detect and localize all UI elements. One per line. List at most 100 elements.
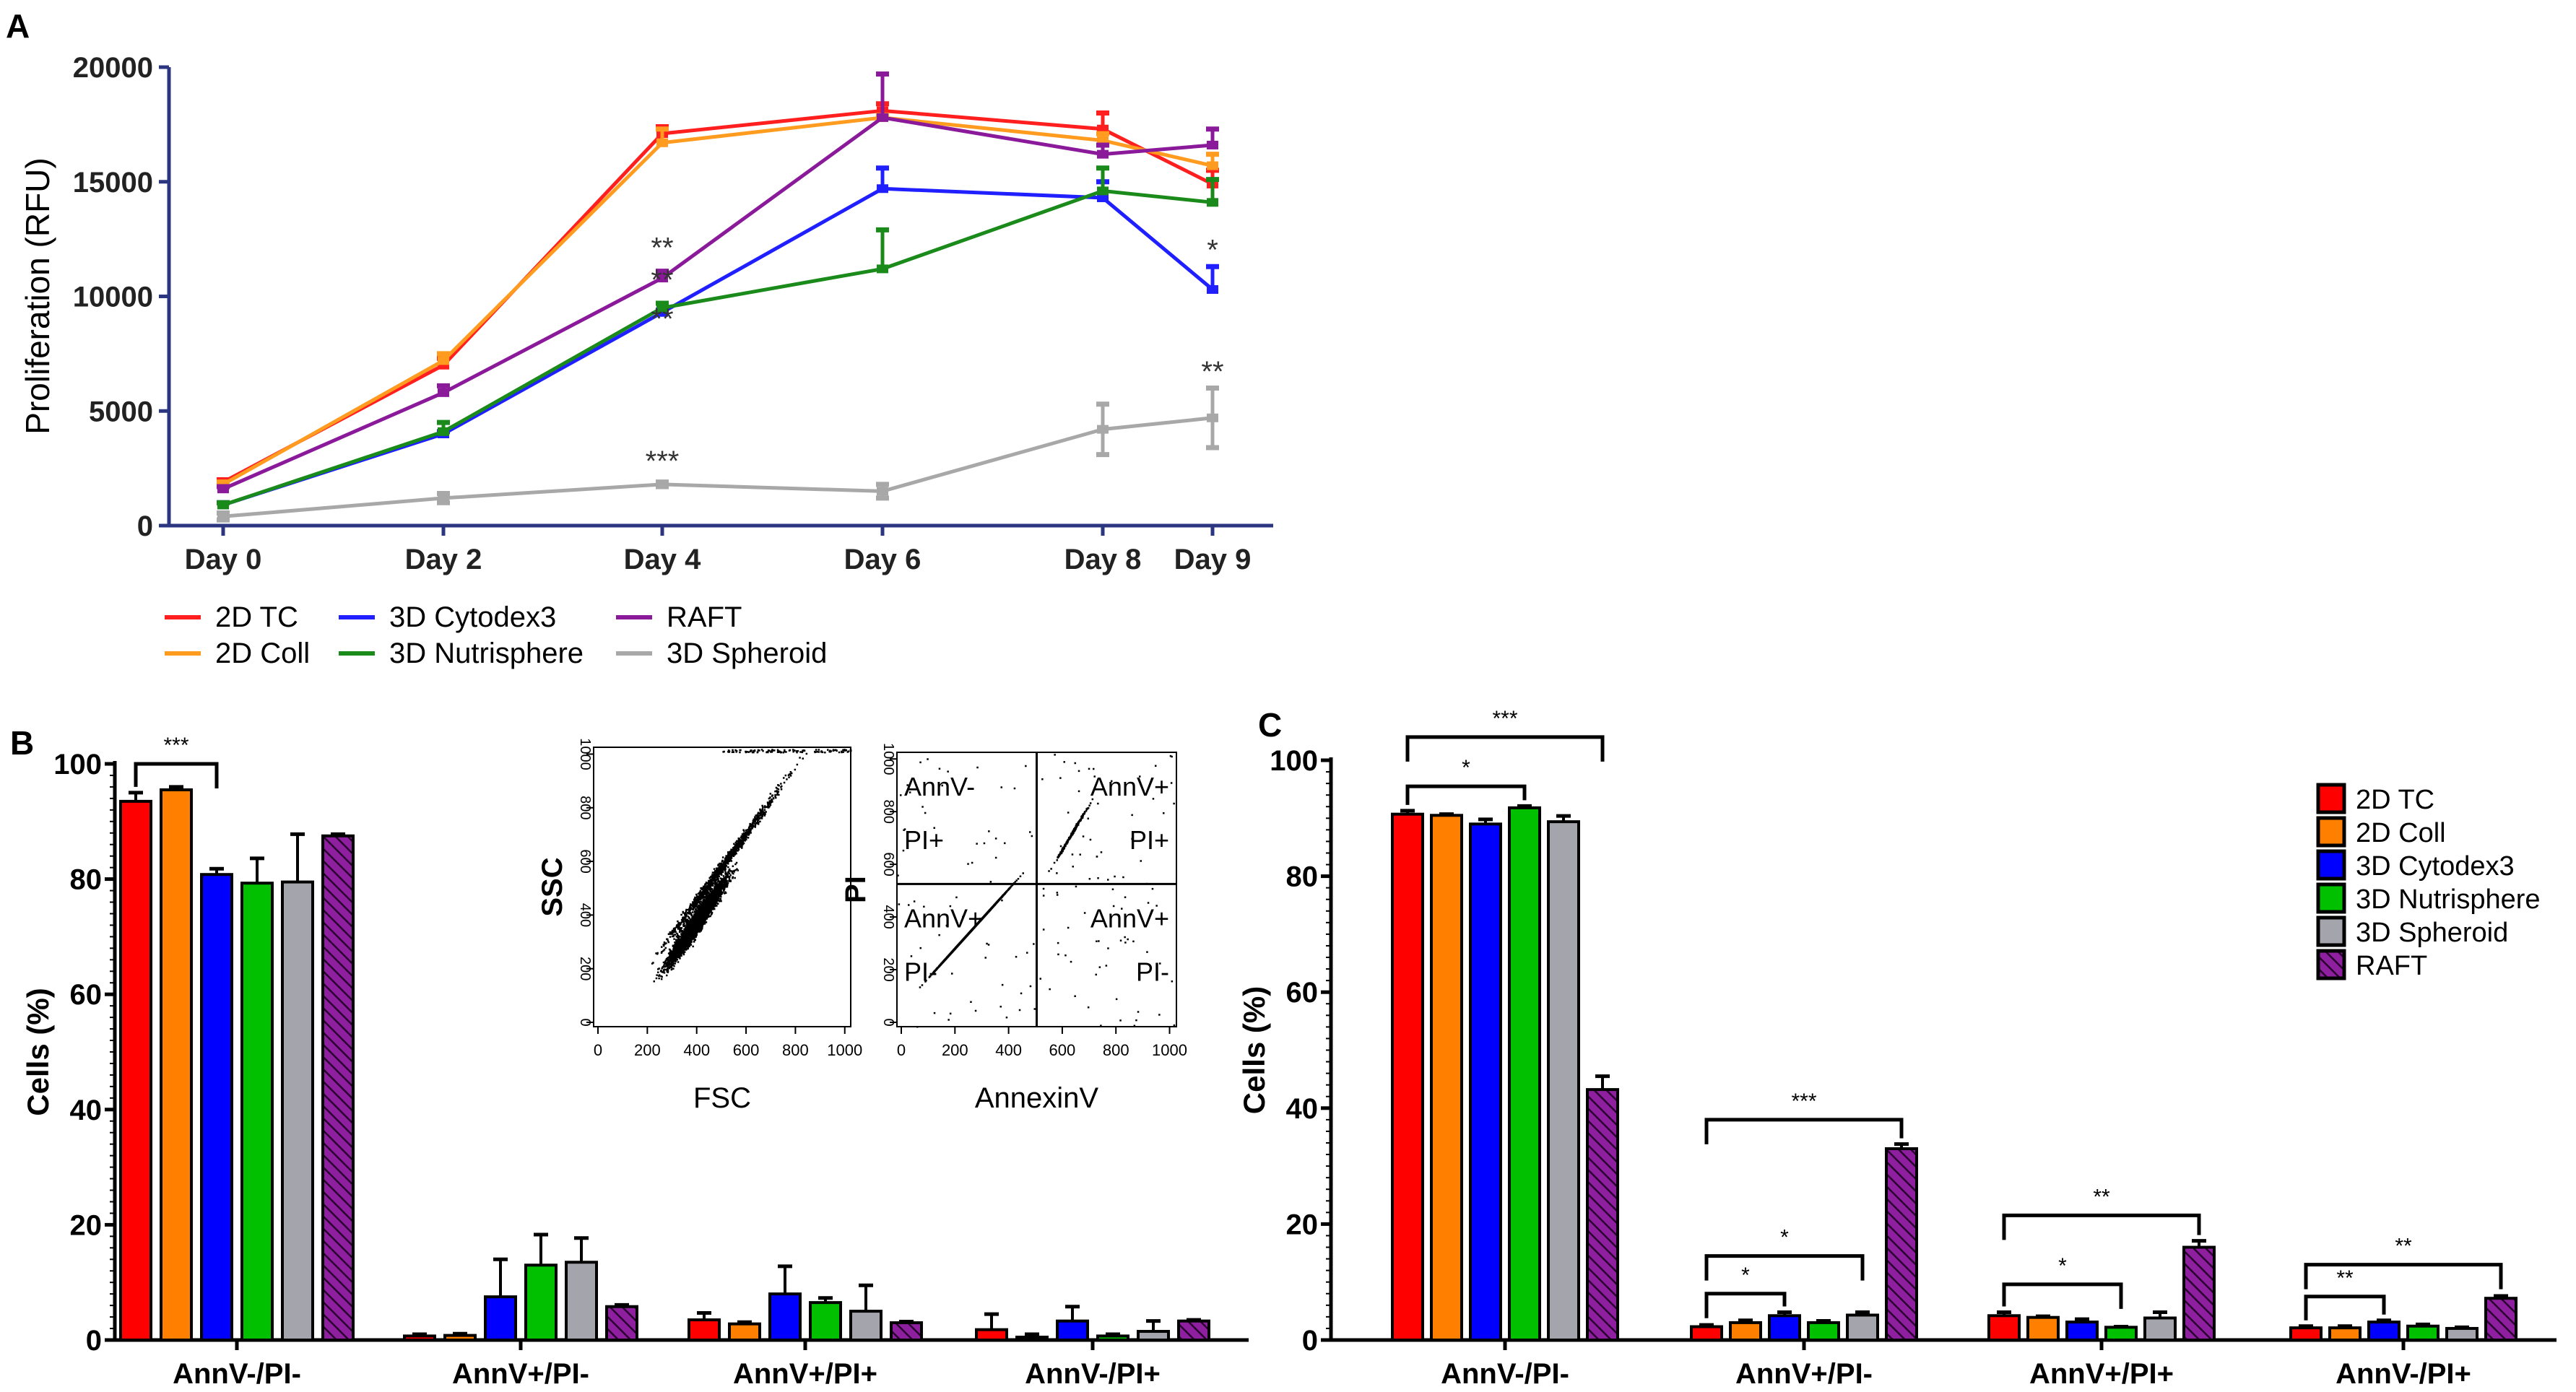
series-3d-spheroid xyxy=(217,386,1219,523)
legend-item: RAFT xyxy=(2316,949,2427,981)
x-axis-label: FSC xyxy=(693,1082,751,1114)
data-point xyxy=(1097,186,1109,196)
bar-2d-coll xyxy=(2026,1314,2060,1341)
data-point xyxy=(877,487,888,496)
y-axis-label: Cells (%) xyxy=(21,988,55,1115)
bar-3d-cytodex3 xyxy=(1469,817,1502,1341)
legend-label: 2D Coll xyxy=(2356,818,2446,848)
bar xyxy=(2182,1245,2216,1342)
significance-marker: ** xyxy=(2395,1235,2412,1258)
bar-3d-nutrisphere xyxy=(524,1232,558,1342)
quadrant-label-ll: AnnV+ xyxy=(904,903,983,933)
significance-marker: *** xyxy=(1791,1089,1816,1113)
legend-label: 3D Cytodex3 xyxy=(389,601,556,633)
bar-raft xyxy=(2182,1239,2216,1342)
y-tick-label: 5000 xyxy=(89,396,153,427)
bar-raft xyxy=(1177,1318,1210,1342)
bar-raft xyxy=(1885,1142,1918,1341)
data-point xyxy=(217,500,229,510)
bar xyxy=(2026,1315,2060,1341)
bar-raft xyxy=(321,832,355,1341)
bar xyxy=(2289,1326,2323,1341)
series-line xyxy=(222,416,1213,518)
y-tick-label: 0 xyxy=(880,1018,896,1026)
panel-a-line-chart: A 0 5000 10000 15000 20000 Day 0 Day 2 Day 4 Day … xyxy=(6,7,1273,669)
legend-item: 3D Nutrisphere xyxy=(339,638,584,669)
quadrant-label-lr: PI- xyxy=(1136,957,1169,986)
quadrant-label-ul: AnnV- xyxy=(904,772,975,801)
y-axis-label: SSC xyxy=(537,857,568,916)
y-tick-label: 0 xyxy=(1302,1325,1318,1357)
bar-2d-coll xyxy=(728,1320,761,1342)
x-tick-label: AnnV+/PI- xyxy=(1735,1358,1873,1390)
y-tick-label: 60 xyxy=(70,979,103,1011)
legend-item: 3D Cytodex3 xyxy=(2316,849,2515,882)
bar xyxy=(2445,1326,2479,1341)
significance-marker: *** xyxy=(163,734,188,757)
legend-item: 2D Coll xyxy=(2316,816,2446,848)
data-point xyxy=(877,184,888,193)
bar-3d-spheroid xyxy=(1547,814,1580,1342)
significance-marker: ** xyxy=(2093,1185,2110,1209)
bar-3d-nutrisphere xyxy=(240,856,274,1342)
y-axis-label: Cells (%) xyxy=(1237,986,1271,1114)
significance-bracket xyxy=(2002,1282,2123,1309)
series-line xyxy=(222,108,1214,484)
bar xyxy=(1177,1319,1210,1342)
legend-label: 3D Nutrisphere xyxy=(389,638,584,669)
legend-item: RAFT xyxy=(616,601,742,633)
y-tick-label: 600 xyxy=(880,852,896,876)
x-tick-label: 200 xyxy=(634,1041,661,1059)
series-2d-tc xyxy=(217,101,1219,487)
legend-item: 3D Cytodex3 xyxy=(339,601,556,633)
panel-b-bar-chart: B 0 20 40 60 80 100 Cells (%) AnnV-/PI- AnnV+/PI-… xyxy=(10,724,1249,1390)
bar-3d-nutrisphere xyxy=(1508,804,1541,1341)
bar-3d-cytodex3 xyxy=(200,866,233,1341)
legend-label: 3D Spheroid xyxy=(2356,918,2508,948)
y-tick-label: 80 xyxy=(70,864,103,896)
quadrant-label-lr: AnnV+ xyxy=(1090,903,1169,933)
bar xyxy=(240,882,274,1342)
legend-swatch xyxy=(2316,849,2346,881)
x-tick-label: Day 2 xyxy=(405,544,482,575)
bar xyxy=(1508,806,1541,1341)
bar-3d-nutrisphere xyxy=(809,1296,842,1342)
bar xyxy=(2484,1297,2518,1341)
x-tick-label: 400 xyxy=(995,1041,1022,1059)
legend-swatch xyxy=(2316,783,2346,814)
significance-marker: *** xyxy=(646,445,680,477)
quadrant-label-ur: PI+ xyxy=(1129,825,1169,855)
bar-3d-cytodex3 xyxy=(1056,1305,1089,1342)
y-tick-label: 20 xyxy=(1286,1209,1319,1240)
bar xyxy=(565,1261,598,1342)
bar-3d-spheroid xyxy=(1137,1319,1170,1342)
bar-2d-coll xyxy=(1430,812,1463,1342)
data-point xyxy=(1207,198,1218,207)
legend-label: 3D Nutrisphere xyxy=(2356,884,2541,915)
significance-marker: ** xyxy=(2336,1266,2354,1290)
significance-bracket xyxy=(2002,1213,2201,1240)
y-tick-label: 60 xyxy=(1286,977,1319,1009)
significance-bracket xyxy=(1704,1292,1787,1318)
legend-label: 3D Cytodex3 xyxy=(2356,851,2515,882)
bar xyxy=(2328,1326,2362,1341)
x-tick-label: Day 4 xyxy=(624,544,701,575)
legend-item: 3D Spheroid xyxy=(2316,915,2508,948)
bar-2d-coll xyxy=(2328,1324,2362,1341)
significance-marker: ** xyxy=(651,264,673,296)
legend-item: 3D Spheroid xyxy=(616,638,827,669)
x-tick-label: AnnV-/PI- xyxy=(1441,1358,1569,1390)
x-tick-label: 1000 xyxy=(827,1041,862,1059)
bar-3d-cytodex3 xyxy=(2065,1317,2099,1342)
y-tick-label: 400 xyxy=(577,903,593,927)
x-tick-label: AnnV+/PI- xyxy=(452,1358,589,1390)
x-tick-label: Day 8 xyxy=(1064,544,1142,575)
x-tick-label: AnnV-/PI+ xyxy=(2336,1358,2471,1390)
bar xyxy=(160,788,193,1342)
legend-label: RAFT xyxy=(667,601,742,633)
bar xyxy=(1768,1314,1801,1342)
y-tick-label: 100 xyxy=(1270,745,1318,777)
significance-bracket xyxy=(1704,1254,1865,1281)
legend-label: 2D TC xyxy=(215,601,298,633)
significance-marker: * xyxy=(2058,1254,2067,1278)
